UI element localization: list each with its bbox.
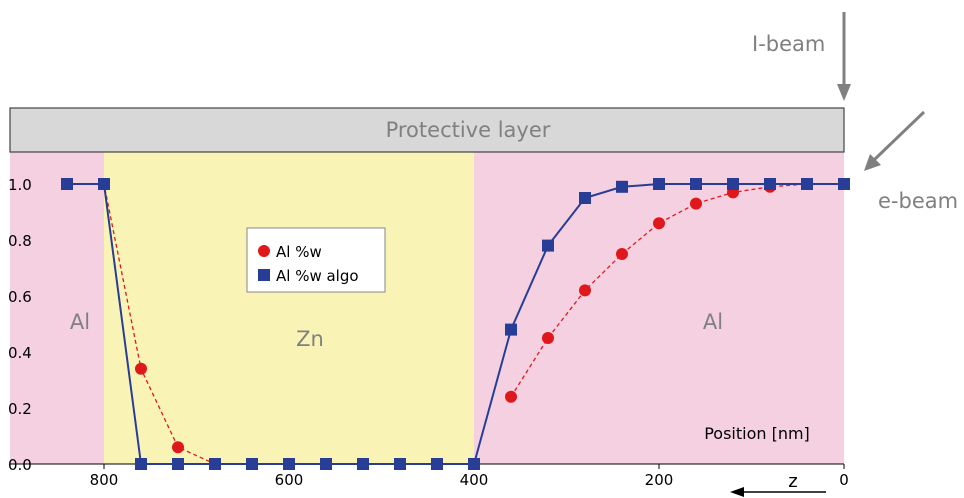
- data-point-square: [579, 192, 591, 204]
- al-region-right: [474, 152, 844, 464]
- data-point-dot: [690, 197, 702, 210]
- data-point-square: [801, 178, 813, 190]
- data-point-square: [61, 178, 73, 190]
- data-point-square: [468, 458, 480, 470]
- region-label-al-right: Al: [703, 310, 723, 334]
- data-point-square: [616, 180, 628, 193]
- data-point-dot: [542, 332, 554, 344]
- data-point-square: [690, 178, 702, 190]
- legend: Al %w Al %w algo: [246, 227, 386, 293]
- series-layer: [61, 178, 850, 470]
- data-point-square: [653, 178, 665, 190]
- y-tick-label: 0.0: [8, 456, 32, 474]
- legend-marker-dots: [258, 245, 270, 257]
- y-tick-label: 1.0: [8, 176, 32, 194]
- data-point-square: [98, 178, 110, 190]
- protective-layer-label: Protective layer: [386, 118, 551, 142]
- al-region-left: [10, 152, 104, 464]
- data-point-square: [727, 178, 739, 190]
- data-point-square: [320, 458, 332, 470]
- data-point-square: [357, 458, 369, 470]
- data-point-square: [542, 239, 554, 252]
- ibeam-arrow-head-icon: [837, 84, 851, 101]
- data-point-dot: [172, 441, 184, 454]
- y-tick-label: 0.4: [8, 344, 32, 362]
- data-point-square: [505, 323, 517, 336]
- x-tick-label: 600: [275, 471, 304, 489]
- series-line-squares: [67, 183, 844, 465]
- data-point-square: [431, 458, 443, 470]
- data-point-dot: [616, 248, 628, 260]
- data-point-square: [246, 458, 258, 470]
- ibeam-label: I-beam: [752, 32, 825, 56]
- data-point-square: [135, 458, 147, 470]
- x-tick-labels: 800 600 400 200 0: [90, 464, 849, 489]
- series-line-dots-1: [510, 183, 844, 398]
- data-point-square: [283, 458, 295, 470]
- y-tick-label: 0.8: [8, 232, 32, 250]
- y-tick-label: 0.2: [8, 400, 32, 418]
- data-point-dot: [653, 217, 665, 230]
- zn-region: [104, 152, 474, 464]
- legend-marker-squares: [258, 269, 270, 281]
- data-point-square: [838, 178, 850, 190]
- data-point-dot: [505, 390, 517, 403]
- position-label: Position [nm]: [704, 424, 810, 443]
- y-tick-labels: 0.0 0.2 0.4 0.6 0.8 1.0: [8, 176, 32, 474]
- ebeam-arrow-head-icon: [864, 154, 881, 171]
- data-point-square: [764, 178, 776, 190]
- x-tick-label: 800: [90, 471, 119, 489]
- y-tick-label: 0.6: [8, 288, 32, 306]
- z-label: z: [788, 471, 797, 492]
- region-label-al-left: Al: [70, 310, 90, 334]
- z-arrow-head-icon: [730, 487, 744, 497]
- ebeam-arrow: [872, 110, 926, 162]
- x-tick-label: 400: [460, 471, 489, 489]
- legend-label-dots: Al %w: [276, 243, 322, 261]
- data-point-dot: [135, 362, 147, 375]
- protective-layer: [9, 107, 845, 153]
- legend-label-squares: Al %w algo: [276, 267, 359, 285]
- region-label-zn: Zn: [296, 327, 324, 351]
- ebeam-label: e-beam: [878, 189, 958, 213]
- data-point-square: [172, 458, 184, 470]
- data-point-dot: [579, 284, 591, 297]
- data-point-square: [394, 458, 406, 470]
- x-tick-label: 0: [839, 471, 849, 489]
- x-tick-label: 200: [645, 471, 674, 489]
- data-point-square: [209, 458, 221, 470]
